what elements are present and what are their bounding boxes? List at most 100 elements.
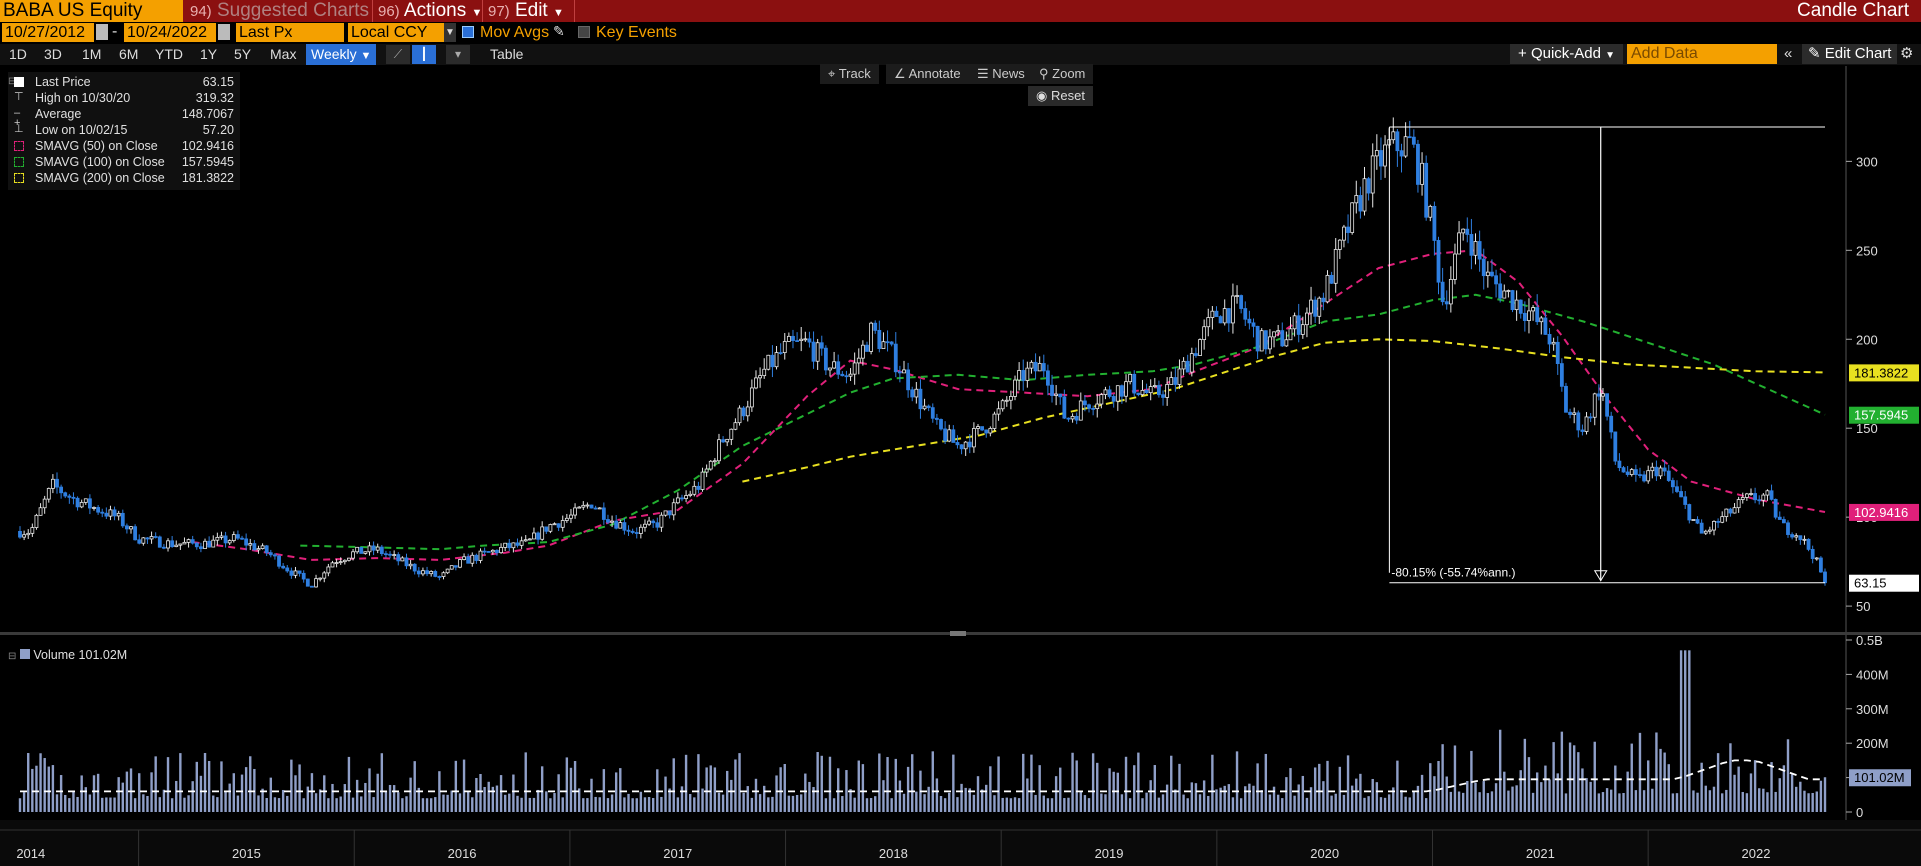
edit-chart-button[interactable]: ✎ Edit Chart bbox=[1802, 44, 1898, 64]
volume-bar bbox=[1638, 732, 1642, 812]
period-1m[interactable]: 1M bbox=[82, 46, 102, 62]
add-data-input[interactable]: Add Data bbox=[1627, 44, 1777, 64]
frequency-selector[interactable]: Weekly ▼ bbox=[306, 44, 377, 65]
volume-bar bbox=[1741, 791, 1744, 812]
news-button[interactable]: ☰ News bbox=[969, 64, 1033, 84]
candle-body bbox=[585, 504, 590, 507]
candle-body bbox=[1058, 393, 1063, 398]
collapse-icon[interactable]: ⊟ bbox=[8, 76, 17, 87]
edit-button[interactable]: 97) Edit ▼ bbox=[488, 0, 564, 22]
mov-avgs-checkbox[interactable] bbox=[462, 26, 474, 38]
candle-body bbox=[1407, 136, 1412, 139]
candle-body bbox=[1638, 474, 1642, 476]
volume-tick-label: 400M bbox=[1856, 667, 1889, 682]
candle-body bbox=[758, 375, 762, 379]
candle-body bbox=[560, 520, 565, 528]
square-blue-icon bbox=[19, 649, 30, 659]
period-6m[interactable]: 6M bbox=[119, 46, 139, 62]
period-1d[interactable]: 1D bbox=[9, 46, 27, 62]
volume-bar bbox=[1223, 785, 1226, 812]
reset-button[interactable]: ◉ Reset bbox=[1028, 86, 1093, 106]
calendar-icon[interactable] bbox=[96, 24, 108, 40]
gear-icon[interactable]: ⚙ bbox=[1900, 45, 1914, 62]
volume-bar bbox=[1474, 782, 1477, 812]
collapse-icon[interactable]: « bbox=[1784, 45, 1793, 62]
start-date-input[interactable]: 10/27/2012 bbox=[2, 23, 94, 42]
candle-body bbox=[1033, 361, 1038, 372]
volume-bar bbox=[923, 794, 926, 812]
annotate-button[interactable]: ∠ Annotate bbox=[886, 64, 969, 84]
currency-selector[interactable]: Local CCY bbox=[348, 23, 444, 42]
candle-body bbox=[655, 522, 660, 528]
volume-bar bbox=[524, 752, 527, 812]
candle-body bbox=[1272, 331, 1276, 338]
volume-bar bbox=[306, 786, 310, 812]
volume-bar bbox=[1289, 768, 1292, 812]
quick-add-button[interactable]: + Quick-Add ▼ bbox=[1510, 44, 1624, 64]
suggested-charts-label: Suggested Charts bbox=[216, 0, 370, 21]
candle-body bbox=[342, 559, 347, 563]
candle-body bbox=[186, 539, 191, 543]
suggested-charts-button[interactable]: 94) Suggested Charts bbox=[190, 0, 369, 22]
actions-button[interactable]: 96) Actions ▼ bbox=[378, 0, 482, 22]
candle-body bbox=[651, 520, 656, 524]
pencil-icon[interactable]: ✎ bbox=[553, 23, 565, 39]
chevron-down-icon[interactable]: ▾ bbox=[446, 45, 470, 64]
volume-bar bbox=[64, 794, 67, 812]
divider bbox=[482, 0, 483, 22]
square-yellow-dashed-icon bbox=[14, 173, 24, 183]
candle-body bbox=[1288, 328, 1293, 341]
candle-body bbox=[988, 428, 993, 434]
candle-body bbox=[293, 570, 298, 576]
period-1y[interactable]: 1Y bbox=[200, 46, 218, 62]
crosshair-icon: ⌖ bbox=[828, 66, 836, 81]
sma100-line bbox=[300, 293, 1826, 551]
volume-bar bbox=[1786, 739, 1790, 812]
volume-bar bbox=[88, 794, 92, 812]
legend-value: 181.3822 bbox=[181, 171, 234, 185]
candle-body bbox=[425, 570, 429, 575]
volume-bar bbox=[1124, 756, 1128, 812]
line-chart-icon[interactable]: ⟋ bbox=[386, 45, 410, 64]
field-selector[interactable]: Last Px bbox=[236, 23, 344, 42]
year-label: 2017 bbox=[663, 846, 692, 861]
volume-bar bbox=[1338, 766, 1342, 812]
volume-bar bbox=[51, 765, 55, 812]
ticker-field[interactable]: BABA US Equity bbox=[0, 0, 183, 22]
pencil-icon: ✎ bbox=[1808, 45, 1821, 62]
period-ytd[interactable]: YTD bbox=[155, 46, 183, 62]
zoom-button[interactable]: ⚲ Zoom bbox=[1031, 64, 1094, 84]
volume-bar bbox=[1795, 786, 1798, 812]
year-label: 2016 bbox=[448, 846, 477, 861]
volume-bar bbox=[1091, 753, 1095, 812]
candle-body bbox=[844, 375, 849, 378]
volume-bar bbox=[1634, 790, 1638, 812]
track-button[interactable]: ⌖ Track bbox=[820, 64, 879, 84]
candle-body bbox=[55, 478, 59, 488]
candle-body bbox=[1683, 496, 1688, 505]
volume-bar bbox=[1153, 765, 1157, 812]
end-date-input[interactable]: 10/24/2022 bbox=[124, 23, 216, 42]
volume-bar bbox=[647, 797, 651, 812]
candle-body bbox=[630, 530, 635, 533]
period-5y[interactable]: 5Y bbox=[234, 46, 252, 62]
volume-bar bbox=[1141, 798, 1144, 812]
candle-body bbox=[486, 551, 491, 553]
collapse-icon[interactable]: ⊟ bbox=[8, 651, 17, 662]
candle-body bbox=[1255, 325, 1260, 352]
table-button[interactable]: Table bbox=[490, 46, 524, 62]
volume-bar bbox=[1215, 789, 1218, 812]
candle-body bbox=[1362, 178, 1367, 212]
volume-bar bbox=[1042, 795, 1045, 812]
period-3d[interactable]: 3D bbox=[44, 46, 62, 62]
volume-bar bbox=[960, 783, 963, 812]
candle-body bbox=[1642, 474, 1646, 482]
key-events-checkbox[interactable] bbox=[578, 26, 590, 38]
candle-chart-icon[interactable]: ┃ bbox=[412, 45, 436, 64]
calendar-icon[interactable] bbox=[218, 24, 230, 40]
period-max[interactable]: Max bbox=[270, 46, 297, 62]
annotate-icon: ∠ bbox=[894, 66, 906, 81]
volume-bar bbox=[1313, 767, 1317, 812]
chevron-down-icon[interactable]: ▼ bbox=[444, 23, 456, 42]
